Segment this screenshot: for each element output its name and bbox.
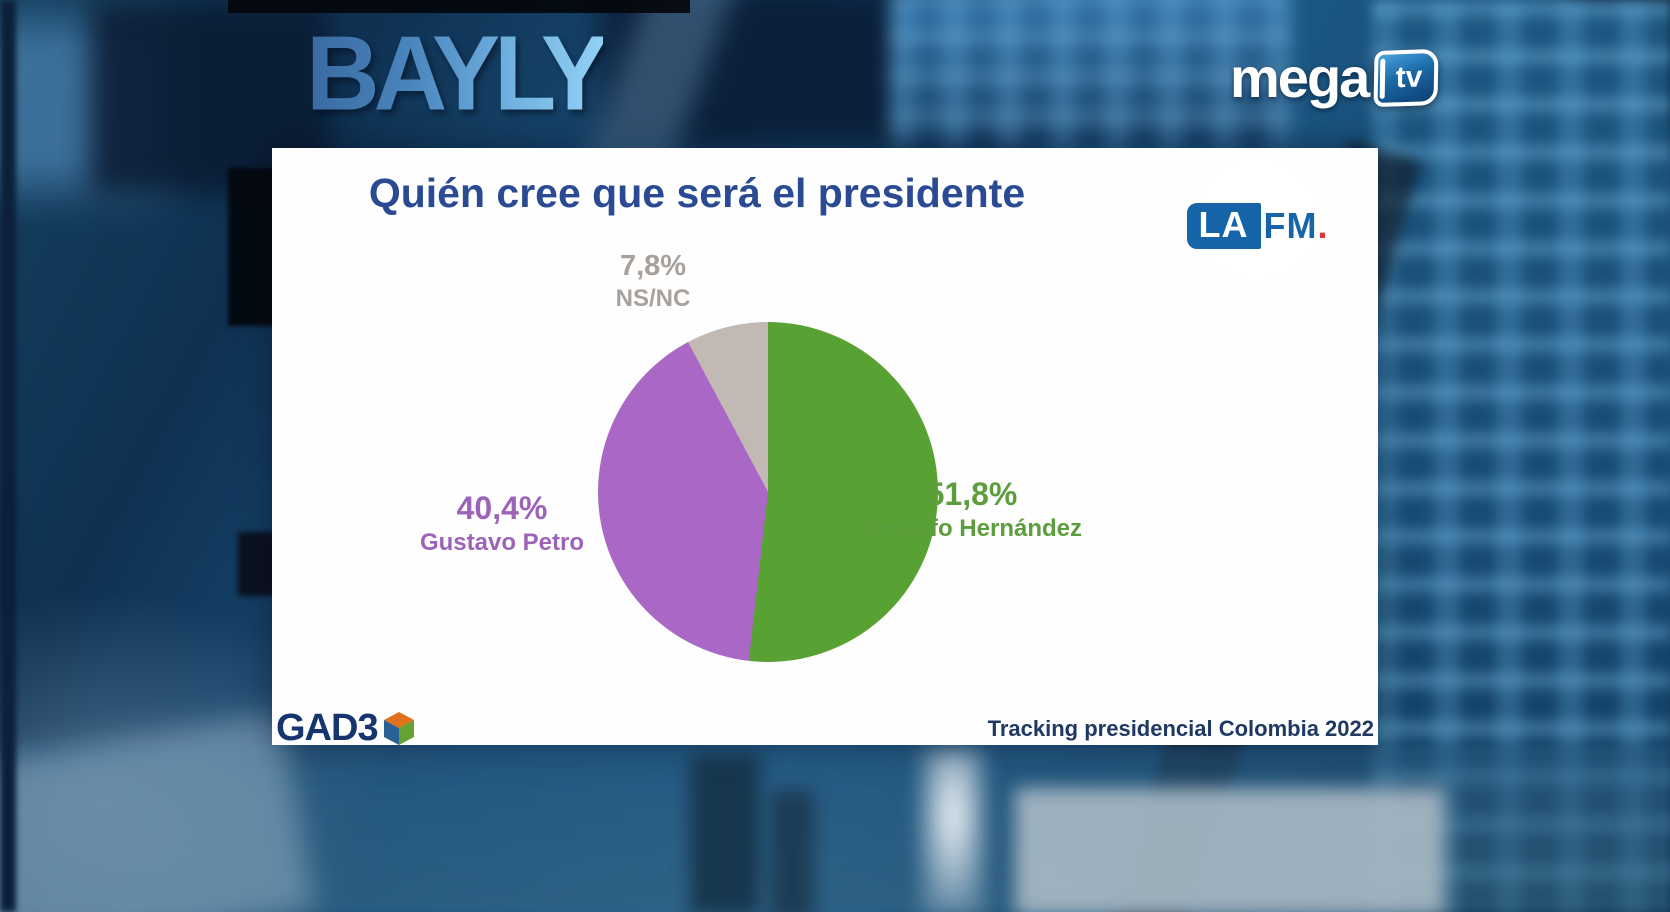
source-caption: Tracking presidencial Colombia 2022 [988, 716, 1374, 745]
pie-label-nsnc: 7,8% NS/NC [553, 248, 753, 314]
gad3-cube-icon [383, 712, 414, 745]
bg-bottom-dark-blob-2 [770, 790, 814, 912]
lafm-fm-text: FM [1263, 205, 1318, 246]
lafm-red-dot: . [1317, 205, 1328, 246]
bg-left-edge-strip [0, 0, 16, 912]
bg-bottom-dark-blob-1 [690, 755, 760, 912]
tv-badge-bar [1379, 58, 1386, 99]
megatv-wordmark: mega [1230, 46, 1370, 109]
pie-label-rodolfo-hernandez: 51,8% Rodolfo Hernández [832, 474, 1112, 544]
lafm-logo: LA FM. [1152, 156, 1362, 296]
chart-title: Quién cree que será el presidente [368, 170, 1026, 216]
pie-pct-nsnc: 7,8% [619, 250, 687, 282]
gad3-logo: GAD3 [276, 708, 416, 745]
bg-bottom-white-streak [920, 748, 986, 912]
pie-name-gustavo: Gustavo Petro [419, 529, 585, 556]
lafm-logo-row: LA FM. [1186, 203, 1328, 249]
pie-label-gustavo-petro: 40,4% Gustavo Petro [362, 488, 642, 558]
tv-badge-label: tv [1395, 60, 1423, 95]
bayly-show-logo: BAYLY [306, 13, 609, 133]
poll-slide: Quién cree que será el presidente LA FM. … [272, 148, 1378, 745]
bg-dark-block-left-2 [238, 532, 276, 596]
bg-black-topbar [228, 0, 690, 13]
gad3-wordmark: GAD3 [276, 707, 379, 745]
pie-name-rodolfo: Rodolfo Hernández [862, 515, 1082, 542]
bg-bottomright-gray-band [1015, 788, 1445, 912]
pie-pct-gustavo: 40,4% [456, 490, 548, 526]
lafm-la-box: LA [1186, 203, 1261, 249]
tv-screen-icon: tv [1373, 48, 1439, 108]
bg-blurred-tower [890, 0, 1290, 150]
pie-name-nsnc: NS/NC [615, 285, 691, 313]
pie-pct-rodolfo: 51,8% [926, 476, 1018, 512]
megatv-network-logo: mega tv [1230, 46, 1439, 109]
pie-chart [598, 322, 938, 662]
